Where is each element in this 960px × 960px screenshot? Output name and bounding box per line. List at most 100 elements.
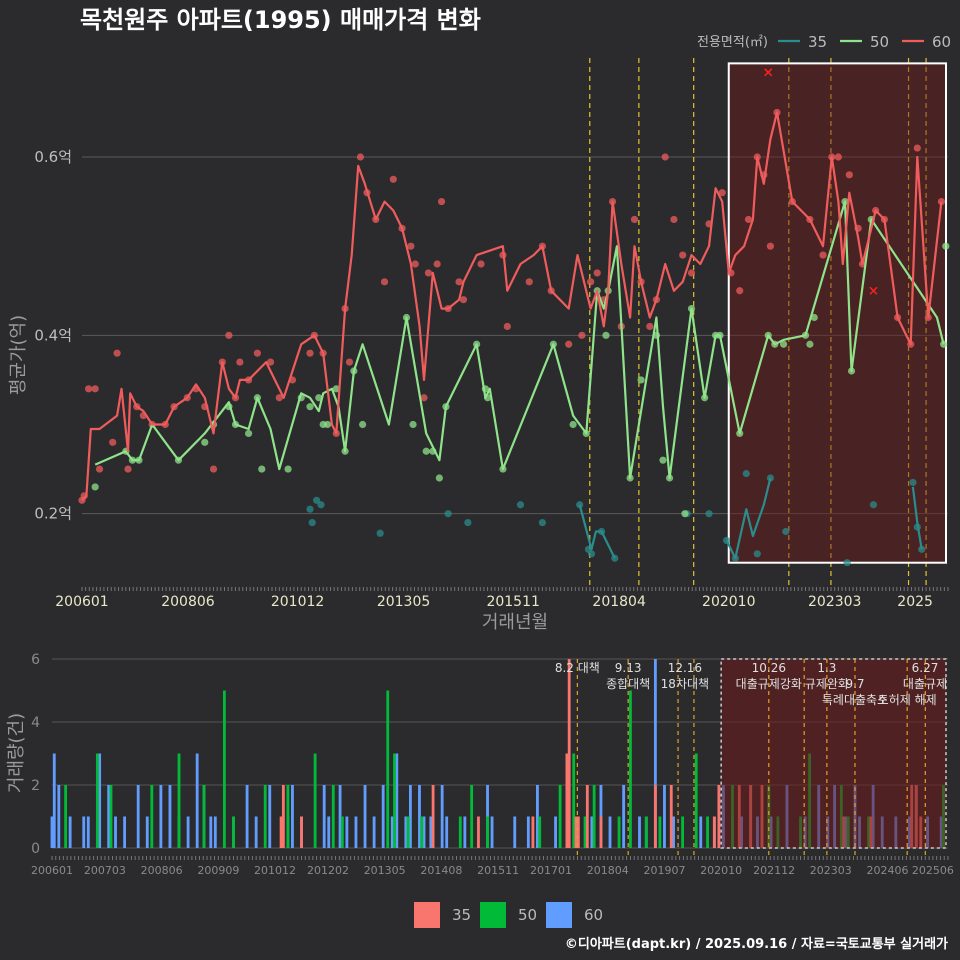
x-tick-label: 201804 [592, 594, 646, 610]
bar-60 [254, 816, 258, 848]
legend-bottom: 35 50 60 [414, 902, 603, 928]
bar-50 [681, 816, 685, 848]
data-point-60 [630, 215, 639, 224]
bar-50 [538, 816, 542, 848]
x-tick-label: 200601 [55, 594, 108, 610]
data-point-35 [918, 545, 926, 553]
bar-x-tick-label: 200601 [31, 864, 73, 877]
bar-x-tick-label: 201012 [254, 864, 296, 877]
bar-y-axis-title: 거래량(건) [6, 713, 27, 793]
bar-60 [354, 816, 358, 848]
bar-50 [95, 753, 99, 848]
bar-60 [463, 816, 467, 848]
data-point-60 [834, 153, 842, 161]
bar-y-tick-label: 4 [31, 715, 40, 731]
bar-35 [576, 816, 580, 848]
policy-label: 6.27 [912, 661, 939, 675]
y-tick-label: 0.4억 [34, 326, 72, 344]
bar-60 [395, 753, 399, 848]
bar-x-tick-label: 202406 [867, 864, 909, 877]
legend-top: 전용면적(㎡) 35 50 60 [697, 33, 951, 51]
bar-50 [583, 816, 587, 848]
bar-50 [109, 785, 113, 848]
data-point-35 [538, 518, 547, 527]
y-axis-title: 평균가(억) [8, 315, 29, 395]
bar-60 [536, 785, 539, 848]
bar-60 [608, 816, 612, 848]
bar-legend-label-35: 35 [452, 906, 471, 924]
x-tick-label: 201012 [271, 594, 324, 610]
x-tick-label: 201305 [377, 594, 430, 610]
series-line-50 [94, 200, 945, 480]
bar-legend-swatch-60 [546, 902, 572, 928]
bar-50 [486, 816, 489, 848]
bar-50 [313, 753, 317, 848]
bar-50 [706, 816, 709, 848]
data-point-35 [306, 505, 314, 513]
policy-label: 18차대책 [661, 676, 709, 691]
data-point-60 [95, 465, 104, 473]
bar-35 [653, 785, 657, 848]
bar-x-tick-label: 201202 [307, 864, 349, 877]
policy-label: 대출규제강화 [736, 677, 802, 691]
bar-60 [68, 816, 72, 848]
bar-35 [300, 816, 303, 848]
bar-60 [638, 816, 641, 848]
bar-60 [145, 816, 149, 848]
bar-x-tick-label: 200703 [84, 864, 126, 877]
bar-50 [263, 785, 267, 848]
x-tick-label: 201511 [486, 594, 539, 610]
data-point-60 [687, 269, 696, 277]
bar-60 [114, 816, 117, 848]
x-tick-label: 2025 [897, 594, 933, 610]
data-point-60 [253, 349, 261, 357]
data-point-35 [312, 496, 321, 504]
data-point-60 [661, 153, 669, 161]
data-point-60 [407, 242, 415, 250]
data-point-50 [201, 438, 209, 446]
data-point-35 [587, 550, 596, 558]
bar-50 [232, 816, 235, 848]
bar-50 [202, 785, 206, 848]
data-point-60 [718, 189, 726, 197]
data-point-60 [345, 358, 354, 366]
series-line-60 [81, 111, 943, 502]
data-point-35 [376, 529, 384, 537]
bar-50 [458, 816, 462, 848]
data-point-50 [409, 420, 417, 429]
bar-50 [694, 753, 698, 848]
policy-label: 1.3 [817, 661, 836, 675]
bar-50 [617, 816, 621, 848]
data-point-50 [637, 376, 645, 384]
price-chart: 200601 200806 201012 201305 201511 201804 2020… [34, 58, 950, 610]
y-tick-label: 0.2억 [34, 505, 72, 523]
bar-50 [420, 816, 424, 848]
bar-50 [64, 785, 68, 848]
policy-label: 9.13 [615, 661, 642, 675]
bar-60 [440, 785, 444, 848]
data-point-60 [209, 465, 218, 473]
series-line-35 [578, 504, 616, 559]
bar-y-tick-label: 0 [31, 841, 40, 857]
bar-35 [431, 785, 435, 848]
data-point-35 [576, 501, 584, 509]
data-point-60 [275, 394, 283, 402]
bar-35 [712, 816, 716, 848]
data-point-50 [779, 340, 788, 348]
series-line-35 [911, 486, 923, 550]
bar-legend-swatch-35 [414, 902, 440, 928]
bar-60 [526, 816, 530, 848]
data-point-60 [819, 251, 827, 259]
bar-60 [86, 816, 90, 848]
bar-50 [340, 816, 344, 848]
bar-50 [629, 690, 632, 848]
data-point-60 [525, 278, 533, 286]
bar-60 [322, 785, 326, 848]
data-point-60 [670, 215, 678, 224]
bar-35 [585, 785, 589, 848]
data-point-60 [420, 394, 428, 402]
data-point-60 [766, 242, 775, 250]
bar-legend-label-60: 60 [584, 906, 603, 924]
data-point-60 [389, 175, 397, 183]
